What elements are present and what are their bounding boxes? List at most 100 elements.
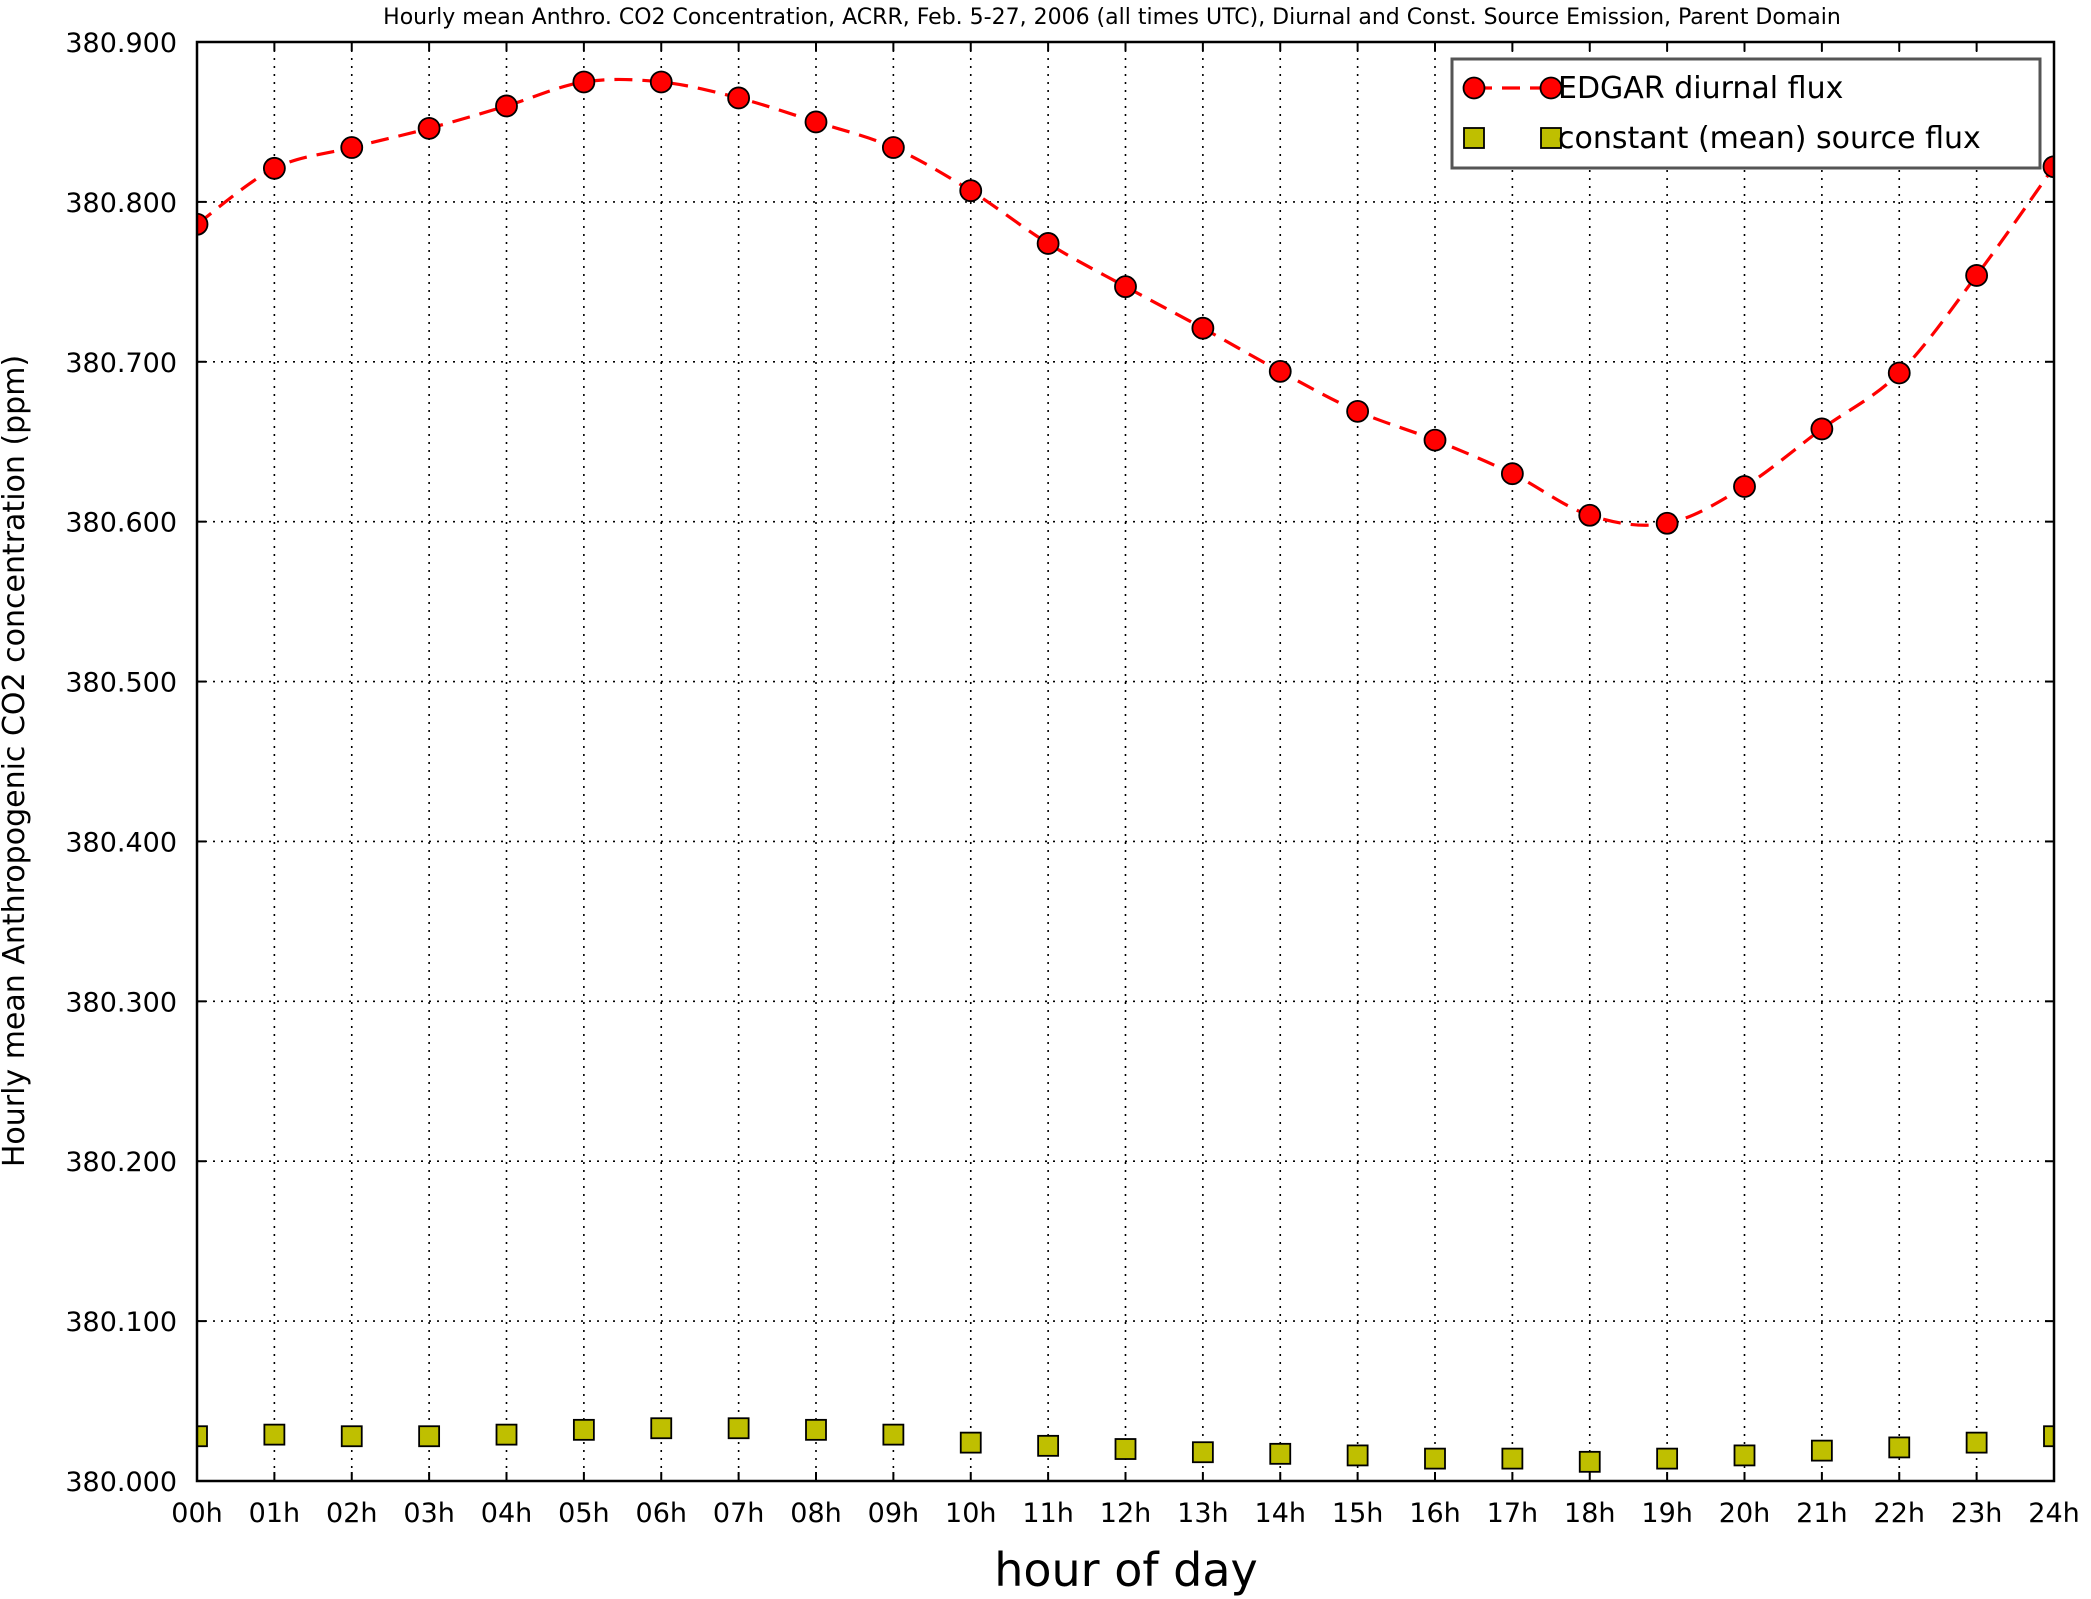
- y-tick-label: 380.200: [65, 1147, 177, 1178]
- legend-marker: [1540, 127, 1562, 149]
- data-point: [1423, 428, 1447, 452]
- data-point: [1887, 361, 1911, 385]
- data-point: [197, 1425, 208, 1448]
- x-tick-label: 20h: [1719, 1498, 1770, 1529]
- data-point: [197, 212, 209, 236]
- legend-label: EDGAR diurnal flux: [1558, 71, 1843, 106]
- data-point: [417, 116, 441, 140]
- x-tick-label: 21h: [1796, 1498, 1847, 1529]
- y-tick-label: 380.600: [65, 508, 177, 539]
- data-point: [1810, 1439, 1833, 1462]
- x-tick-label: 17h: [1487, 1498, 1538, 1529]
- y-tick-label: 380.100: [65, 1307, 177, 1338]
- data-point: [572, 1418, 595, 1441]
- x-tick-label: 23h: [1951, 1498, 2002, 1529]
- data-point: [1114, 1438, 1137, 1460]
- data-point: [1268, 359, 1292, 383]
- data-point: [881, 136, 905, 159]
- x-tick-label: 01h: [249, 1498, 300, 1529]
- data-point: [495, 1423, 518, 1446]
- data-point: [727, 86, 751, 110]
- x-tick-label: 02h: [326, 1498, 377, 1529]
- data-point: [650, 1417, 673, 1440]
- x-tick-label: 00h: [171, 1498, 222, 1529]
- x-tick-label: 19h: [1641, 1498, 1692, 1529]
- x-tick-label: 07h: [713, 1498, 764, 1529]
- plot-frame: [195, 40, 2056, 1483]
- data-point: [340, 1425, 363, 1448]
- x-tick-label: 12h: [1100, 1498, 1151, 1529]
- data-point: [572, 70, 596, 94]
- data-point: [1037, 1434, 1060, 1457]
- x-tick-label: 16h: [1409, 1498, 1460, 1529]
- y-axis-label: Hourly mean Anthropogenic CO2 concentrat…: [0, 355, 32, 1167]
- data-point: [1578, 1450, 1601, 1473]
- chart-title: Hourly mean Anthro. CO2 Concentration, A…: [383, 5, 1841, 30]
- data-point: [1501, 1447, 1524, 1470]
- data-point: [1191, 316, 1215, 340]
- legend-marker: [1462, 76, 1486, 100]
- data-point: [1733, 1444, 1756, 1467]
- data-point: [727, 1417, 750, 1440]
- data-point: [2042, 155, 2054, 179]
- x-tick-label: 08h: [790, 1498, 841, 1529]
- data-point: [1965, 264, 1989, 287]
- data-point: [1810, 417, 1834, 441]
- y-tick-label: 380.500: [65, 668, 177, 699]
- legend-marker: [1539, 76, 1563, 100]
- data-point: [1191, 1441, 1214, 1464]
- data-point: [2043, 1425, 2054, 1448]
- data-point: [1578, 503, 1602, 527]
- data-point: [1036, 232, 1060, 255]
- data-point: [1888, 1436, 1911, 1459]
- x-tick-label: 04h: [481, 1498, 532, 1529]
- series-2: [197, 1417, 2054, 1473]
- y-tick-label: 380.800: [65, 188, 177, 219]
- y-tick-label: 380.900: [65, 28, 177, 59]
- data-point: [1424, 1447, 1446, 1470]
- y-tick-label: 380.000: [65, 1467, 177, 1498]
- data-point: [804, 110, 828, 134]
- data-point: [495, 94, 518, 118]
- data-point: [1346, 399, 1370, 423]
- legend-label: constant (mean) source flux: [1558, 121, 1981, 156]
- x-tick-label: 11h: [1022, 1498, 1073, 1529]
- data-point: [805, 1418, 827, 1441]
- series-1: [197, 70, 2054, 535]
- x-axis-label: hour of day: [994, 1543, 1258, 1597]
- series-layer: [197, 70, 2054, 1473]
- x-tick-label: 09h: [868, 1498, 919, 1529]
- y-tick-label: 380.700: [65, 348, 177, 379]
- data-point: [959, 179, 983, 203]
- x-tick-label: 15h: [1332, 1498, 1383, 1529]
- data-point: [649, 70, 673, 94]
- x-tick-label: 06h: [636, 1498, 687, 1529]
- data-point: [1655, 511, 1679, 535]
- x-tick-label: 13h: [1177, 1498, 1228, 1529]
- data-point: [1656, 1447, 1679, 1470]
- y-axis-ticks: 380.000 380.100 380.200 380.300 380.400 380.5…: [65, 28, 2054, 1498]
- data-point: [1500, 462, 1524, 486]
- legend-marker: [1463, 127, 1485, 149]
- x-tick-label: 22h: [1874, 1498, 1925, 1529]
- x-tick-label: 05h: [558, 1498, 609, 1529]
- x-tick-label: 10h: [945, 1498, 996, 1529]
- legend: EDGAR diurnal flux constant (mean) source…: [1450, 57, 2042, 170]
- data-point: [1114, 275, 1137, 299]
- data-point: [1269, 1442, 1292, 1465]
- data-point: [1965, 1431, 1988, 1454]
- data-point: [262, 156, 286, 180]
- data-point: [263, 1423, 286, 1446]
- y-tick-label: 380.300: [65, 987, 177, 1018]
- data-point: [1733, 475, 1756, 498]
- data-point: [340, 136, 364, 159]
- data-point: [959, 1431, 982, 1454]
- x-tick-label: 14h: [1255, 1498, 1306, 1529]
- y-tick-label: 380.400: [65, 827, 177, 858]
- grid: [197, 42, 2054, 1481]
- data-point: [1346, 1444, 1369, 1467]
- x-axis-ticks: 00h 01h 02h 03h 04h 05h 06h 07h 08h 09h 10h 11h 12h 1…: [171, 42, 2080, 1529]
- data-point: [418, 1425, 441, 1448]
- x-tick-label: 03h: [403, 1498, 454, 1529]
